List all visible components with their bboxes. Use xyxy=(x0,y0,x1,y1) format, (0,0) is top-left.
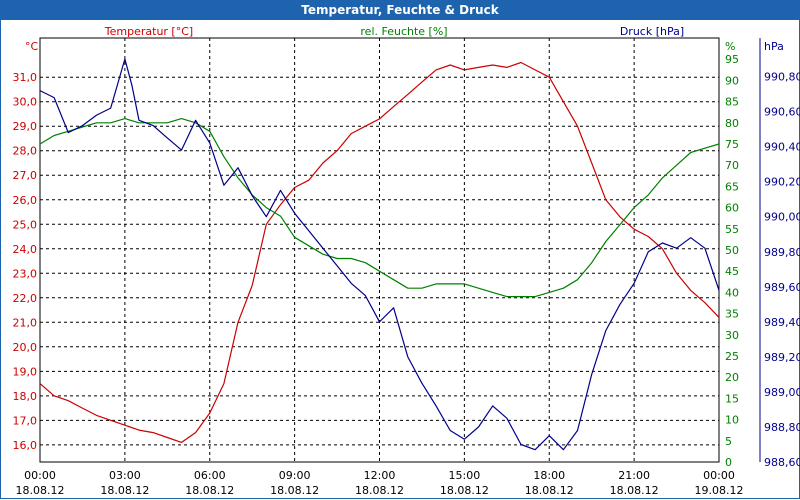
pressure-tick-label: 990,40 xyxy=(764,141,800,154)
humidity-tick-label: 10 xyxy=(725,414,739,427)
humidity-tick-label: 25 xyxy=(725,350,739,363)
x-tick-time: 12:00 xyxy=(364,469,396,482)
pressure-tick-label: 989,00 xyxy=(764,386,800,399)
x-tick-date: 18.08.12 xyxy=(16,484,65,497)
pressure-series-line xyxy=(39,58,720,451)
x-tick-date: 18.08.12 xyxy=(270,484,319,497)
temperature-tick-label: 31,0 xyxy=(13,71,38,84)
humidity-tick-label: 5 xyxy=(725,435,732,448)
humidity-tick-label: 70 xyxy=(725,159,739,172)
temperature-series-line xyxy=(39,61,720,443)
temperature-tick-label: 22,0 xyxy=(13,292,38,305)
pressure-axis-title: Druck [hPa] xyxy=(620,25,684,38)
x-tick-date: 18.08.12 xyxy=(185,484,234,497)
humidity-unit-label: % xyxy=(725,40,735,53)
temperature-axis-title: Temperatur [°C] xyxy=(104,25,193,38)
humidity-tick-label: 65 xyxy=(725,180,739,193)
humidity-tick-label: 95 xyxy=(725,53,739,66)
temperature-tick-label: 29,0 xyxy=(13,120,38,133)
pressure-unit-label: hPa xyxy=(764,40,784,53)
x-tick-date: 18.08.12 xyxy=(440,484,489,497)
x-tick-date: 18.08.12 xyxy=(610,484,659,497)
temperature-unit-label: °C xyxy=(25,40,39,53)
humidity-tick-label: 80 xyxy=(725,117,739,130)
pressure-tick-label: 988,60 xyxy=(764,456,800,469)
temperature-tick-label: 21,0 xyxy=(13,316,38,329)
pressure-tick-label: 990,20 xyxy=(764,176,800,189)
humidity-tick-label: 20 xyxy=(725,371,739,384)
humidity-tick-label: 30 xyxy=(725,329,739,342)
x-tick-date: 18.08.12 xyxy=(355,484,404,497)
humidity-tick-label: 90 xyxy=(725,74,739,87)
x-tick-time: 03:00 xyxy=(109,469,141,482)
pressure-tick-label: 990,00 xyxy=(764,211,800,224)
temperature-tick-label: 16,0 xyxy=(13,439,38,452)
x-tick-time: 18:00 xyxy=(533,469,565,482)
temperature-tick-label: 25,0 xyxy=(13,218,38,231)
humidity-axis-title: rel. Feuchte [%] xyxy=(360,25,447,38)
pressure-tick-label: 989,20 xyxy=(764,351,800,364)
pressure-tick-label: 989,40 xyxy=(764,316,800,329)
pressure-tick-label: 989,80 xyxy=(764,246,800,259)
x-tick-time: 15:00 xyxy=(449,469,481,482)
temperature-tick-label: 24,0 xyxy=(13,243,38,256)
pressure-tick-label: 990,80 xyxy=(764,71,800,84)
x-tick-date: 18.08.12 xyxy=(100,484,149,497)
chart-title-bar: Temperatur, Feuchte & Druck xyxy=(0,0,800,20)
temperature-tick-label: 27,0 xyxy=(13,169,38,182)
humidity-tick-label: 0 xyxy=(725,456,732,469)
temperature-tick-label: 18,0 xyxy=(13,390,38,403)
x-tick-time: 09:00 xyxy=(279,469,311,482)
x-tick-time: 00:00 xyxy=(24,469,56,482)
humidity-tick-label: 45 xyxy=(725,265,739,278)
humidity-tick-label: 15 xyxy=(725,392,739,405)
temperature-tick-label: 17,0 xyxy=(13,414,38,427)
pressure-tick-label: 989,60 xyxy=(764,281,800,294)
temperature-tick-label: 26,0 xyxy=(13,194,38,207)
temperature-tick-label: 30,0 xyxy=(13,96,38,109)
chart-title: Temperatur, Feuchte & Druck xyxy=(301,3,499,17)
temperature-tick-label: 20,0 xyxy=(13,341,38,354)
x-tick-date: 18.08.12 xyxy=(525,484,574,497)
humidity-tick-label: 75 xyxy=(725,138,739,151)
humidity-tick-label: 85 xyxy=(725,96,739,109)
humidity-series-line xyxy=(39,117,720,298)
temperature-tick-label: 19,0 xyxy=(13,365,38,378)
humidity-tick-label: 50 xyxy=(725,244,739,257)
x-tick-time: 00:00 xyxy=(703,469,735,482)
humidity-tick-label: 40 xyxy=(725,286,739,299)
x-tick-time: 06:00 xyxy=(194,469,226,482)
pressure-tick-label: 988,80 xyxy=(764,421,800,434)
humidity-tick-label: 35 xyxy=(725,308,739,321)
temperature-tick-label: 28,0 xyxy=(13,145,38,158)
x-tick-date: 19.08.12 xyxy=(695,484,744,497)
pressure-tick-label: 990,60 xyxy=(764,106,800,119)
temperature-tick-label: 23,0 xyxy=(13,267,38,280)
humidity-tick-label: 55 xyxy=(725,223,739,236)
x-tick-time: 21:00 xyxy=(618,469,650,482)
humidity-tick-label: 60 xyxy=(725,202,739,215)
